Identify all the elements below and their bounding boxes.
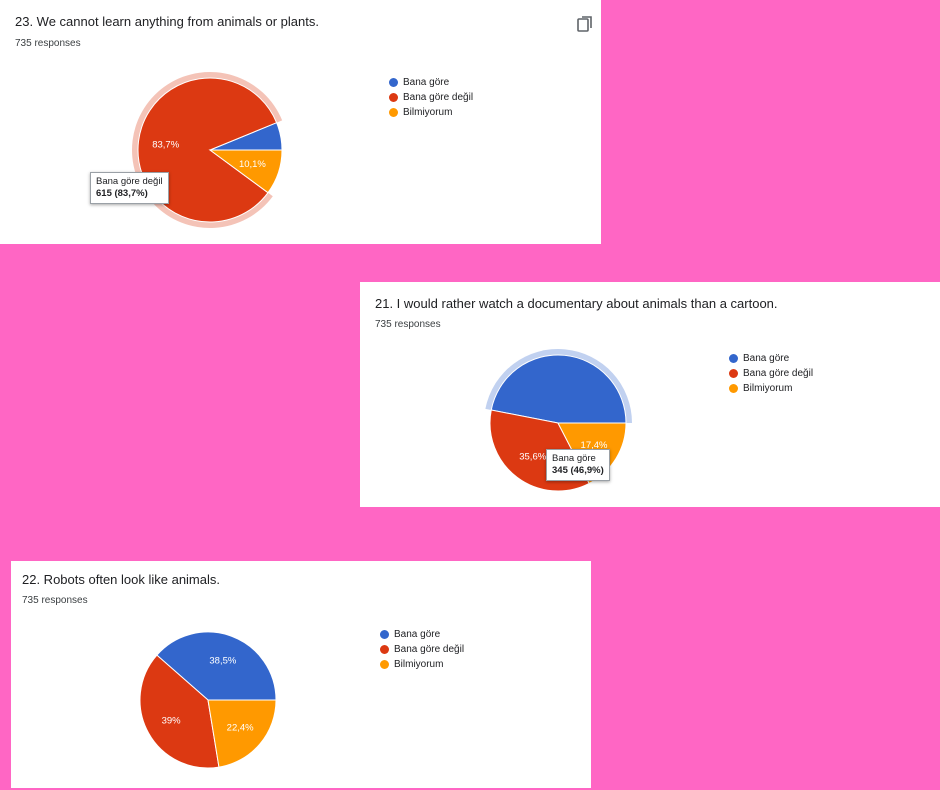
tooltip-label: Bana göre — [552, 453, 596, 464]
legend-label: Bilmiyorum — [743, 383, 793, 394]
legend-swatch — [380, 645, 389, 654]
legend-item-bilmiyorum[interactable]: Bilmiyorum — [380, 657, 464, 672]
pie-chart-23: 83,7% 10,1% — [132, 71, 283, 228]
legend-label: Bana göre — [403, 77, 450, 88]
pie-slice-bana-gore[interactable] — [490, 354, 627, 424]
legend-item-bana-gore-degil[interactable]: Bana göre değil — [380, 642, 464, 657]
question-card-22: 22. Robots often look like animals. 735 … — [11, 561, 591, 788]
legend-swatch — [729, 369, 738, 378]
legend-label: Bana göre — [394, 629, 441, 640]
question-title: 23. We cannot learn anything from animal… — [15, 14, 319, 29]
legend-item-bana-gore-degil[interactable]: Bana göre değil — [389, 90, 473, 105]
response-count: 735 responses — [375, 319, 441, 330]
legend-label: Bana göre değil — [394, 644, 465, 655]
legend-swatch — [729, 354, 738, 363]
legend-label: Bana göre değil — [743, 368, 814, 379]
legend-label: Bilmiyorum — [403, 107, 453, 118]
legend-swatch — [380, 660, 389, 669]
tooltip-value: 345 (46,9%) — [552, 465, 604, 476]
slice-data-label: 17,4% — [581, 440, 608, 451]
pie-slice-bana-gore[interactable] — [156, 631, 277, 701]
slice-data-label: 22,4% — [227, 722, 254, 733]
response-count: 735 responses — [22, 595, 88, 606]
chart-legend: Bana göre Bana göre değil Bilmiyorum — [389, 75, 473, 120]
legend-label: Bilmiyorum — [394, 659, 444, 670]
legend-item-bana-gore[interactable]: Bana göre — [380, 627, 464, 642]
slice-data-label: 38,5% — [209, 656, 236, 667]
chart-legend: Bana göre Bana göre değil Bilmiyorum — [729, 351, 813, 396]
legend-item-bana-gore[interactable]: Bana göre — [389, 75, 473, 90]
legend-swatch — [389, 78, 398, 87]
slice-data-label: 10,1% — [239, 159, 266, 170]
tooltip-value: 615 (83,7%) — [96, 188, 148, 199]
slice-data-label: 83,7% — [152, 140, 179, 151]
legend-swatch — [389, 93, 398, 102]
pie-slice-bana-gore-degil[interactable] — [139, 654, 220, 769]
legend-item-bana-gore-degil[interactable]: Bana göre değil — [729, 366, 813, 381]
legend-label: Bana göre — [743, 353, 790, 364]
pie-tooltip: Bana göre değil 615 (83,7%) — [90, 172, 169, 204]
question-title: 21. I would rather watch a documentary a… — [375, 296, 778, 311]
pie-tooltip: Bana göre 345 (46,9%) — [546, 449, 610, 481]
question-title: 22. Robots often look like animals. — [22, 572, 220, 587]
legend-swatch — [729, 384, 738, 393]
legend-swatch — [389, 108, 398, 117]
legend-item-bilmiyorum[interactable]: Bilmiyorum — [389, 105, 473, 120]
legend-item-bana-gore[interactable]: Bana göre — [729, 351, 813, 366]
question-card-21: 21. I would rather watch a documentary a… — [360, 282, 940, 507]
legend-label: Bana göre değil — [403, 92, 474, 103]
pie-slice-bilmiyorum[interactable] — [207, 699, 277, 768]
tooltip-label: Bana göre değil — [96, 176, 163, 187]
legend-swatch — [380, 630, 389, 639]
chart-legend: Bana göre Bana göre değil Bilmiyorum — [380, 627, 464, 672]
pie-slice-bilmiyorum[interactable] — [208, 149, 283, 194]
copy-chart-button[interactable] — [575, 14, 595, 34]
slice-data-label: 35,6% — [519, 452, 546, 463]
copy-icon — [577, 16, 592, 32]
pie-chart-21: 35,6% 17,4% — [485, 349, 632, 492]
pie-slice-bana-gore-degil[interactable] — [137, 77, 278, 223]
legend-item-bilmiyorum[interactable]: Bilmiyorum — [729, 381, 813, 396]
response-count: 735 responses — [15, 38, 81, 49]
slice-data-label: 39% — [162, 715, 182, 726]
pie-chart-22: 38,5% 39% 22,4% — [139, 631, 277, 769]
